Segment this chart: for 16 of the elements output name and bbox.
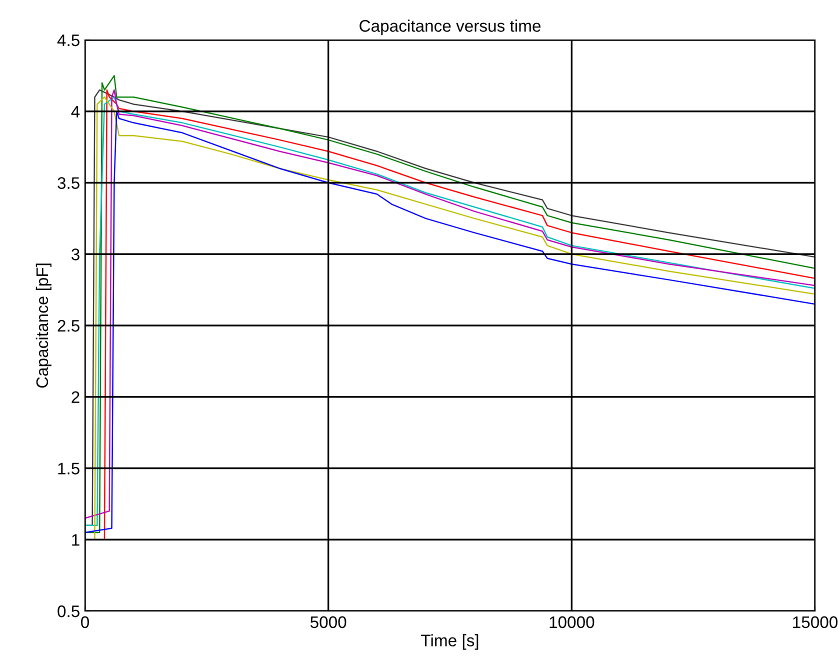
y-tick-label: 1 [72, 534, 80, 546]
y-tick-label: 3 [72, 248, 80, 260]
chart-title: Capacitance versus time [360, 20, 541, 36]
x-tick-label: 10000 [550, 616, 594, 628]
y-tick-label: 2.5 [58, 320, 80, 332]
x-axis-title: Time [s] [421, 634, 478, 650]
y-tick-label: 3.5 [58, 177, 80, 189]
y-tick-label: 1.5 [58, 462, 80, 474]
y-axis-title: Capacitance [pF] [36, 264, 52, 388]
y-tick-label: 4.5 [57, 34, 80, 46]
y-tick-label: 4 [71, 106, 80, 118]
y-tick-label: 2 [72, 391, 80, 403]
x-tick-label: 5000 [310, 616, 346, 628]
x-tick-label: 15000 [793, 616, 838, 628]
x-tick-label: 0 [81, 616, 89, 628]
y-tick-label: 0.5 [58, 605, 80, 618]
